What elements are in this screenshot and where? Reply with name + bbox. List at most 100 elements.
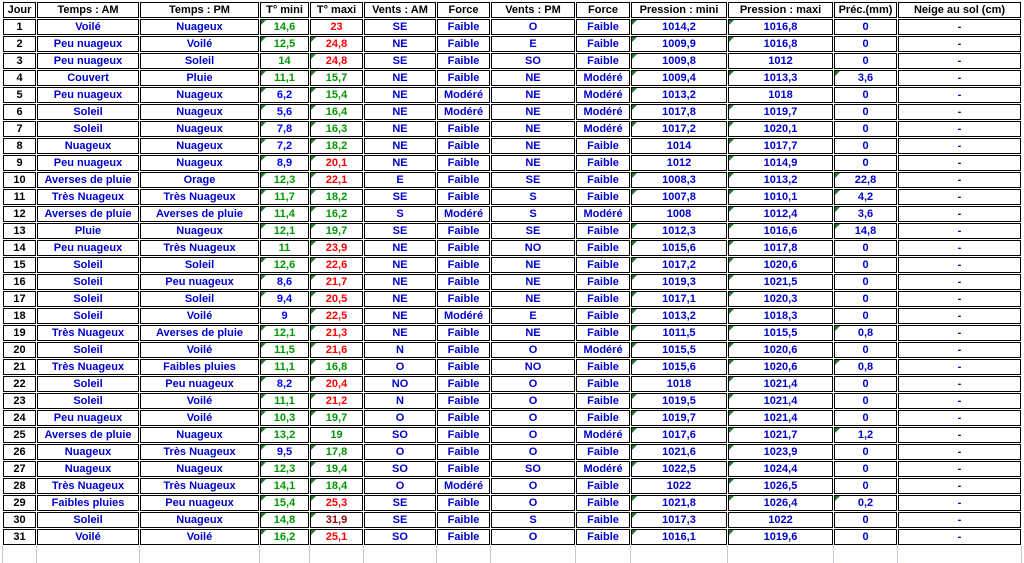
cell-force-pm[interactable]: Faible (576, 376, 630, 392)
cell-vent-am[interactable]: NE (364, 87, 436, 103)
cell-force-am[interactable]: Modéré (437, 478, 490, 494)
cell-pression-mini[interactable]: 1015,5 (631, 342, 727, 358)
cell-temps-am[interactable]: Peu nuageux (37, 36, 139, 52)
cell-force-pm[interactable]: Modéré (576, 461, 630, 477)
cell-temps-pm[interactable]: Très Nuageux (140, 240, 259, 256)
cell-force-am[interactable]: Faible (437, 53, 490, 69)
header-temp-maxi[interactable]: T° maxi (310, 2, 363, 18)
cell-temps-pm[interactable]: Voilé (140, 393, 259, 409)
cell-pression-mini[interactable]: 1022,5 (631, 461, 727, 477)
cell-jour[interactable]: 21 (3, 359, 36, 375)
cell-jour[interactable]: 6 (3, 104, 36, 120)
cell-precipitation[interactable]: 0 (834, 53, 897, 69)
cell-pression-maxi[interactable]: 1017,8 (728, 240, 833, 256)
cell-force-am[interactable]: Modéré (437, 104, 490, 120)
cell-precipitation[interactable]: 4,2 (834, 189, 897, 205)
cell-precipitation[interactable]: 14,8 (834, 223, 897, 239)
cell-temp-mini[interactable]: 11,5 (260, 342, 309, 358)
cell-pression-mini[interactable]: 1021,8 (631, 495, 727, 511)
cell-force-am[interactable]: Faible (437, 138, 490, 154)
cell-vent-am[interactable]: SE (364, 223, 436, 239)
cell-temp-mini[interactable]: 11,1 (260, 393, 309, 409)
cell-temps-pm[interactable]: Nuageux (140, 19, 259, 35)
cell-temps-am[interactable]: Soleil (37, 393, 139, 409)
cell-force-am[interactable]: Faible (437, 342, 490, 358)
cell-neige[interactable]: - (898, 512, 1021, 528)
cell-temps-pm[interactable]: Très Nuageux (140, 189, 259, 205)
cell-temps-am[interactable]: Soleil (37, 104, 139, 120)
cell-pression-maxi[interactable]: 1020,6 (728, 359, 833, 375)
cell-vent-am[interactable]: O (364, 444, 436, 460)
cell-neige[interactable]: - (898, 257, 1021, 273)
cell-pression-mini[interactable]: 1021,6 (631, 444, 727, 460)
cell-precipitation[interactable]: 0 (834, 291, 897, 307)
cell-neige[interactable]: - (898, 478, 1021, 494)
cell-neige[interactable]: - (898, 121, 1021, 137)
cell-pression-mini[interactable]: 1013,2 (631, 308, 727, 324)
cell-temps-pm[interactable]: Nuageux (140, 461, 259, 477)
cell-pression-maxi[interactable]: 1026,5 (728, 478, 833, 494)
cell-vent-am[interactable]: N (364, 393, 436, 409)
cell-pression-mini[interactable]: 1012,3 (631, 223, 727, 239)
cell-pression-mini[interactable]: 1008,3 (631, 172, 727, 188)
cell-temp-maxi[interactable]: 20,4 (310, 376, 363, 392)
cell-temps-am[interactable]: Peu nuageux (37, 410, 139, 426)
cell-force-pm[interactable]: Faible (576, 257, 630, 273)
cell-pression-maxi[interactable]: 1017,7 (728, 138, 833, 154)
cell-vent-pm[interactable]: S (491, 512, 575, 528)
cell-pression-maxi[interactable]: 1021,4 (728, 393, 833, 409)
cell-force-am[interactable]: Faible (437, 274, 490, 290)
cell-temps-am[interactable]: Soleil (37, 376, 139, 392)
cell-pression-mini[interactable]: 1022 (631, 478, 727, 494)
cell-precipitation[interactable]: 22,8 (834, 172, 897, 188)
cell-force-am[interactable]: Faible (437, 257, 490, 273)
cell-force-pm[interactable]: Modéré (576, 104, 630, 120)
cell-force-am[interactable]: Faible (437, 291, 490, 307)
cell-precipitation[interactable]: 3,6 (834, 206, 897, 222)
cell-precipitation[interactable]: 0,8 (834, 325, 897, 341)
cell-temp-maxi[interactable]: 24,8 (310, 53, 363, 69)
cell-pression-maxi[interactable]: 1020,6 (728, 342, 833, 358)
cell-force-pm[interactable]: Modéré (576, 342, 630, 358)
cell-vent-am[interactable]: NE (364, 274, 436, 290)
cell-vent-pm[interactable]: S (491, 206, 575, 222)
cell-temps-am[interactable]: Averses de pluie (37, 172, 139, 188)
cell-temp-mini[interactable]: 15,4 (260, 495, 309, 511)
cell-pression-mini[interactable]: 1009,8 (631, 53, 727, 69)
cell-vent-am[interactable]: NE (364, 138, 436, 154)
cell-jour[interactable]: 15 (3, 257, 36, 273)
cell-vent-am[interactable]: SO (364, 461, 436, 477)
cell-vent-am[interactable]: SE (364, 53, 436, 69)
cell-pression-maxi[interactable]: 1012 (728, 53, 833, 69)
cell-temp-mini[interactable]: 11,1 (260, 359, 309, 375)
cell-pression-maxi[interactable]: 1010,1 (728, 189, 833, 205)
cell-temp-maxi[interactable]: 20,5 (310, 291, 363, 307)
cell-temp-mini[interactable]: 7,2 (260, 138, 309, 154)
cell-force-pm[interactable]: Faible (576, 291, 630, 307)
cell-jour[interactable]: 12 (3, 206, 36, 222)
cell-vent-am[interactable]: NE (364, 240, 436, 256)
cell-vent-am[interactable]: NE (364, 155, 436, 171)
cell-vent-pm[interactable]: O (491, 478, 575, 494)
cell-pression-maxi[interactable]: 1021,5 (728, 274, 833, 290)
cell-temp-maxi[interactable]: 16,3 (310, 121, 363, 137)
cell-pression-maxi[interactable]: 1021,7 (728, 427, 833, 443)
cell-temps-pm[interactable]: Faibles pluies (140, 359, 259, 375)
cell-temps-pm[interactable]: Soleil (140, 291, 259, 307)
cell-jour[interactable]: 28 (3, 478, 36, 494)
cell-vent-pm[interactable]: SO (491, 461, 575, 477)
cell-jour[interactable]: 2 (3, 36, 36, 52)
cell-temp-maxi[interactable]: 24,8 (310, 36, 363, 52)
cell-temps-am[interactable]: Pluie (37, 223, 139, 239)
cell-force-pm[interactable]: Faible (576, 223, 630, 239)
cell-vent-am[interactable]: SE (364, 495, 436, 511)
cell-vent-am[interactable]: O (364, 359, 436, 375)
cell-neige[interactable]: - (898, 342, 1021, 358)
cell-temp-maxi[interactable]: 20,1 (310, 155, 363, 171)
cell-vent-pm[interactable]: SE (491, 172, 575, 188)
cell-force-am[interactable]: Faible (437, 155, 490, 171)
cell-pression-maxi[interactable]: 1012,4 (728, 206, 833, 222)
cell-temp-maxi[interactable]: 17,8 (310, 444, 363, 460)
cell-precipitation[interactable]: 3,6 (834, 70, 897, 86)
cell-pression-maxi[interactable]: 1021,4 (728, 376, 833, 392)
